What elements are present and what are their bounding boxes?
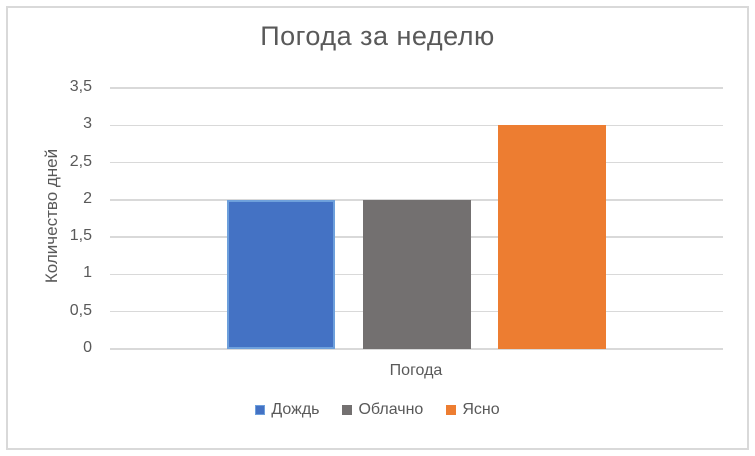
- legend-swatch-icon: [255, 405, 266, 415]
- legend-item-2[interactable]: Ясно: [446, 401, 500, 419]
- plot-area: [110, 87, 723, 350]
- legend-label: Ясно: [462, 401, 500, 418]
- x-axis-category-label: Погода: [389, 362, 443, 379]
- y-axis-tick-label: 1,5: [69, 227, 92, 245]
- legend-item-1[interactable]: Облачно: [342, 401, 423, 419]
- y-axis-tick-label: 3: [83, 115, 92, 133]
- legend-swatch-icon: [446, 405, 457, 415]
- gridline: [110, 161, 723, 164]
- y-axis-tick-label: 0,5: [69, 301, 92, 319]
- gridline: [110, 124, 723, 127]
- legend-label: Облачно: [358, 401, 424, 418]
- legend-label: Дождь: [271, 401, 320, 418]
- legend-swatch-icon: [342, 405, 353, 415]
- y-axis-tick-label: 2,5: [69, 152, 92, 170]
- legend-item-0[interactable]: Дождь: [255, 401, 319, 419]
- y-axis-tick-label: 2: [83, 189, 92, 207]
- bar-series-1[interactable]: [362, 199, 471, 349]
- y-axis-tick-label: 1: [83, 264, 92, 282]
- gridline: [110, 87, 723, 89]
- chart-title[interactable]: Погода за неделю: [260, 21, 495, 51]
- y-axis-tick-labels: 0 0,5 1 1,5 2 2,5 3 3,5: [28, 78, 92, 356]
- legend: Дождь Облачно Ясно: [0, 401, 755, 419]
- y-axis-tick-label: 3,5: [69, 78, 92, 95]
- bar-series-0[interactable]: [227, 199, 335, 349]
- gridline: [110, 199, 723, 201]
- bar-series-2[interactable]: [498, 125, 606, 349]
- gridline: [110, 348, 723, 350]
- y-axis-tick-label: 0: [83, 339, 92, 356]
